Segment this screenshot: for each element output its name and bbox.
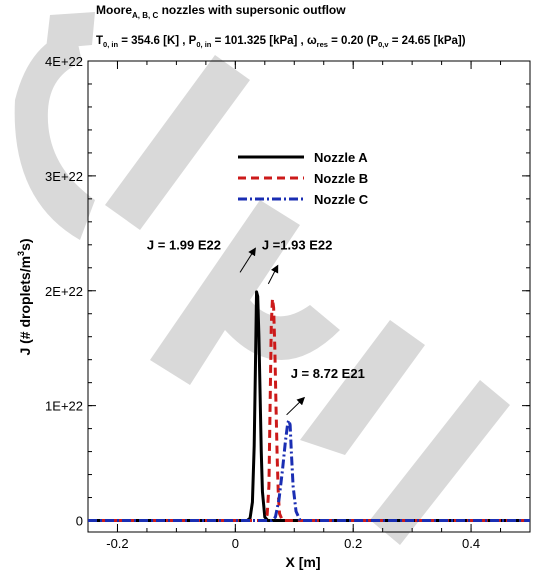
axis-ticks [87,60,531,532]
annotation-label: J = 1.99 E22 [147,237,221,252]
series-layer [88,290,530,523]
y-tick-label: 2E+22 [45,284,83,299]
watermark-c-shape [14,12,95,240]
x-tick-label: 0.4 [462,536,480,551]
watermark-e-stroke [105,55,250,230]
axis-tick-labels: -0.2 0 0.2 0.4 0 1E+22 2E+22 3E+22 4E+22 [45,54,480,551]
watermark-r-shape [150,200,340,385]
legend-label-nozzle-b: Nozzle B [314,171,368,186]
chart-title-line1: MooreA, B, C nozzles with supersonic out… [96,3,346,20]
chart-title-line2: T0, in = 354.6 [K] , P0, in = 101.325 [k… [96,35,466,49]
annotation-arrow [286,396,306,416]
legend-label-nozzle-c: Nozzle C [314,192,369,207]
watermark-t-shape [300,320,510,545]
x-tick-label: 0.2 [344,536,362,551]
y-tick-label: 4E+22 [45,54,83,69]
x-axis-title: X [m] [286,554,321,570]
annotation-arrow [239,247,256,273]
annotation-label: J =1.93 E22 [262,237,332,252]
y-tick-label: 3E+22 [45,169,83,184]
x-tick-label: -0.2 [106,536,128,551]
plot-area-frame [87,60,531,533]
annotation-layer: J = 1.99 E22 J =1.93 E22 J = 8.72 E21 [147,237,365,416]
x-tick-label: 0 [232,536,239,551]
legend-label-nozzle-a: Nozzle A [314,150,368,165]
y-tick-label: 1E+22 [45,399,83,414]
series-line-nozzle-b [88,297,530,523]
y-tick-label: 0 [76,514,83,529]
watermark [14,12,510,545]
y-axis-title: J (# droplets/m3s) [16,238,33,355]
series-line-nozzle-c [88,418,530,523]
legend: Nozzle A Nozzle B Nozzle C [238,150,369,207]
annotation-arrow [267,264,279,285]
annotation-label: J = 8.72 E21 [291,366,365,381]
